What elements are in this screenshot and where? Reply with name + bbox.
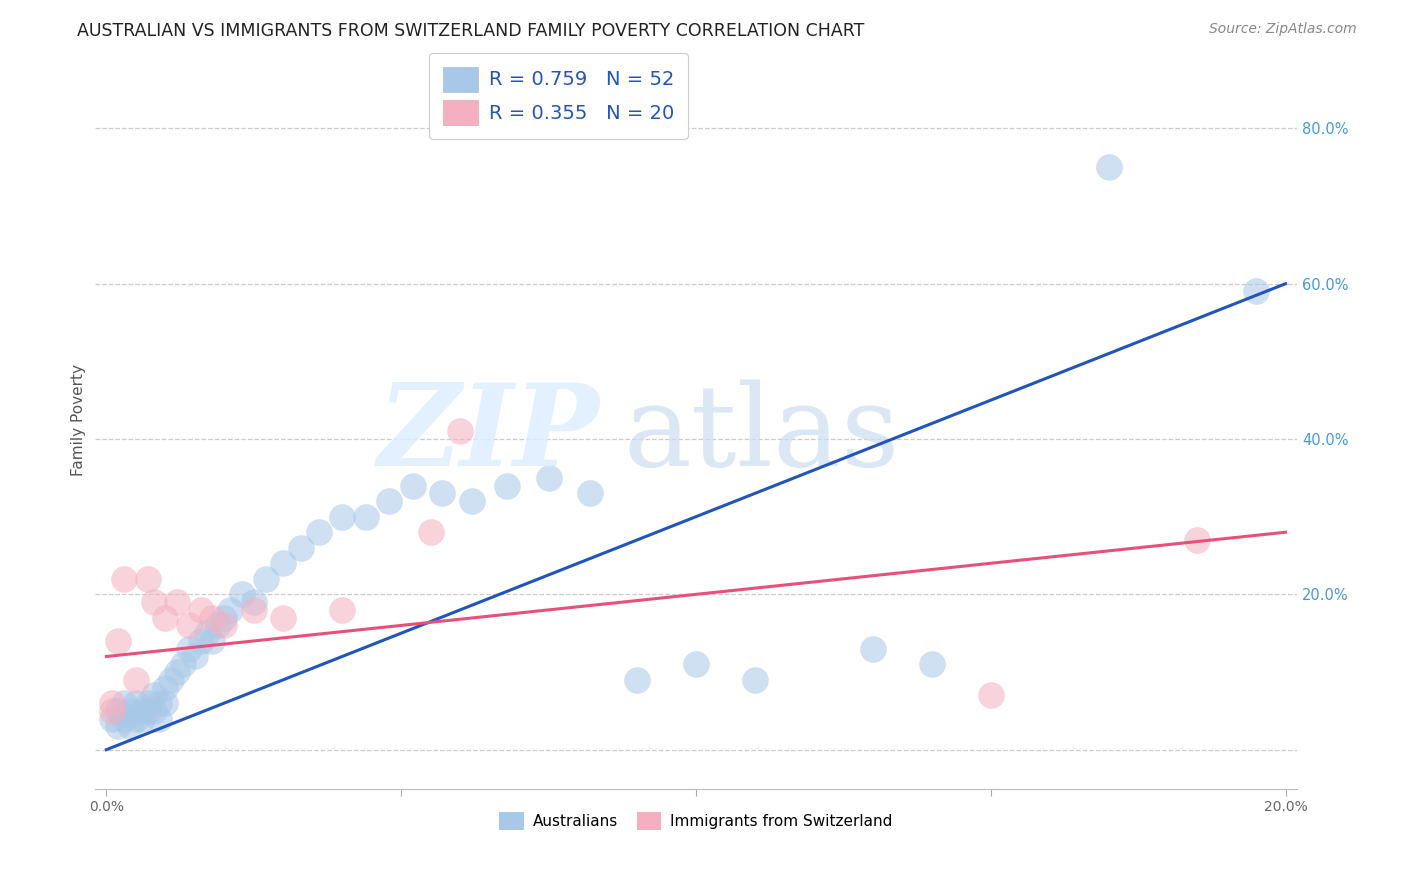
Point (579, 486, 602, 500)
Point (148, 696, 170, 710)
Point (461, 494, 484, 508)
Point (112, 696, 135, 710)
Point (136, 696, 159, 710)
Point (242, 595, 264, 609)
Point (330, 603, 353, 617)
Point (432, 486, 454, 500)
Point (231, 587, 253, 601)
Point (118, 704, 141, 718)
Point (862, 641, 884, 656)
Point (142, 595, 165, 609)
Point (136, 572, 159, 586)
Point (107, 704, 129, 718)
Point (330, 509, 353, 524)
Point (354, 509, 377, 524)
Point (201, 610, 224, 624)
Point (537, 471, 560, 485)
Point (207, 618, 229, 632)
Point (921, 657, 943, 672)
Point (378, 494, 401, 508)
Text: atlas: atlas (624, 379, 900, 490)
Point (254, 572, 277, 586)
Point (101, 696, 124, 710)
Point (177, 618, 200, 632)
Point (136, 704, 159, 718)
Point (402, 478, 425, 492)
Text: AUSTRALIAN VS IMMIGRANTS FROM SWITZERLAND FAMILY POVERTY CORRELATION CHART: AUSTRALIAN VS IMMIGRANTS FROM SWITZERLAN… (77, 22, 865, 40)
Point (166, 595, 188, 609)
Point (155, 696, 177, 710)
Point (290, 541, 312, 555)
Point (155, 610, 177, 624)
Y-axis label: Family Poverty: Family Poverty (72, 364, 86, 475)
Point (1185, 533, 1208, 547)
Point (166, 665, 188, 679)
Text: ZIP: ZIP (378, 379, 600, 490)
Point (308, 525, 330, 540)
Point (271, 610, 294, 624)
Point (626, 673, 648, 687)
Point (112, 572, 135, 586)
Point (980, 689, 1002, 703)
Point (101, 704, 124, 718)
Point (201, 634, 224, 648)
Point (125, 696, 148, 710)
Point (195, 626, 218, 640)
Point (1244, 285, 1267, 299)
Point (148, 712, 170, 726)
Point (142, 704, 165, 718)
Point (496, 478, 519, 492)
Point (214, 618, 236, 632)
Point (685, 657, 707, 672)
Point (219, 603, 242, 617)
Point (107, 634, 129, 648)
Point (271, 556, 294, 570)
Point (125, 712, 148, 726)
Point (131, 712, 153, 726)
Point (177, 641, 200, 656)
Point (242, 603, 264, 617)
Point (1098, 160, 1121, 174)
Point (125, 673, 148, 687)
Point (184, 649, 207, 664)
Point (744, 673, 766, 687)
Text: Source: ZipAtlas.com: Source: ZipAtlas.com (1209, 22, 1357, 37)
Point (131, 704, 153, 718)
Point (112, 712, 135, 726)
Point (190, 603, 212, 617)
Point (101, 712, 124, 726)
Point (118, 719, 141, 733)
Point (107, 719, 129, 733)
Legend: Australians, Immigrants from Switzerland: Australians, Immigrants from Switzerland (494, 806, 898, 836)
Point (172, 657, 194, 672)
Point (214, 610, 236, 624)
Point (160, 673, 183, 687)
Point (142, 689, 165, 703)
Point (419, 525, 441, 540)
Point (190, 634, 212, 648)
Point (449, 424, 471, 438)
Point (155, 681, 177, 695)
